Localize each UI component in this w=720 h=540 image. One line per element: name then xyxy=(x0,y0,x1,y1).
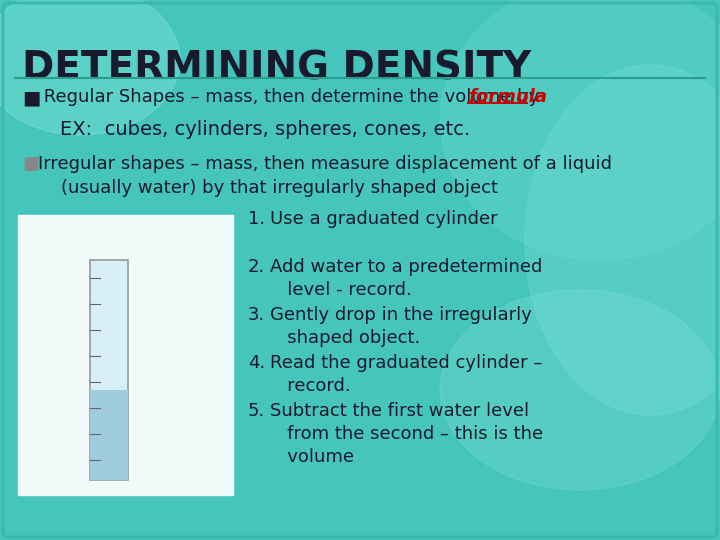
Bar xyxy=(90,390,128,480)
Text: 4.: 4. xyxy=(248,354,265,372)
Ellipse shape xyxy=(0,0,180,135)
Text: 2.: 2. xyxy=(248,258,265,276)
Text: Subtract the first water level
   from the second – this is the
   volume: Subtract the first water level from the … xyxy=(270,402,543,466)
Text: ■: ■ xyxy=(22,88,40,107)
Ellipse shape xyxy=(440,290,720,490)
Text: Add water to a predetermined
   level - record.: Add water to a predetermined level - rec… xyxy=(270,258,542,299)
Text: formula: formula xyxy=(468,88,547,106)
Text: EX:  cubes, cylinders, spheres, cones, etc.: EX: cubes, cylinders, spheres, cones, et… xyxy=(60,120,470,139)
Text: 1.: 1. xyxy=(248,210,265,228)
Text: ■: ■ xyxy=(22,155,39,173)
Text: Irregular shapes – mass, then measure displacement of a liquid
    (usually wate: Irregular shapes – mass, then measure di… xyxy=(38,155,612,197)
Text: Gently drop in the irregularly
   shaped object.: Gently drop in the irregularly shaped ob… xyxy=(270,306,532,347)
Bar xyxy=(90,260,128,480)
Text: Use a graduated cylinder: Use a graduated cylinder xyxy=(270,210,498,228)
Ellipse shape xyxy=(440,0,720,260)
Text: 3.: 3. xyxy=(248,306,265,324)
Text: 5.: 5. xyxy=(248,402,265,420)
Ellipse shape xyxy=(525,65,720,415)
Text: Regular Shapes – mass, then determine the volume by: Regular Shapes – mass, then determine th… xyxy=(38,88,545,106)
Bar xyxy=(18,215,233,495)
Text: Read the graduated cylinder –
   record.: Read the graduated cylinder – record. xyxy=(270,354,542,395)
Text: DETERMINING DENSITY: DETERMINING DENSITY xyxy=(22,50,531,88)
